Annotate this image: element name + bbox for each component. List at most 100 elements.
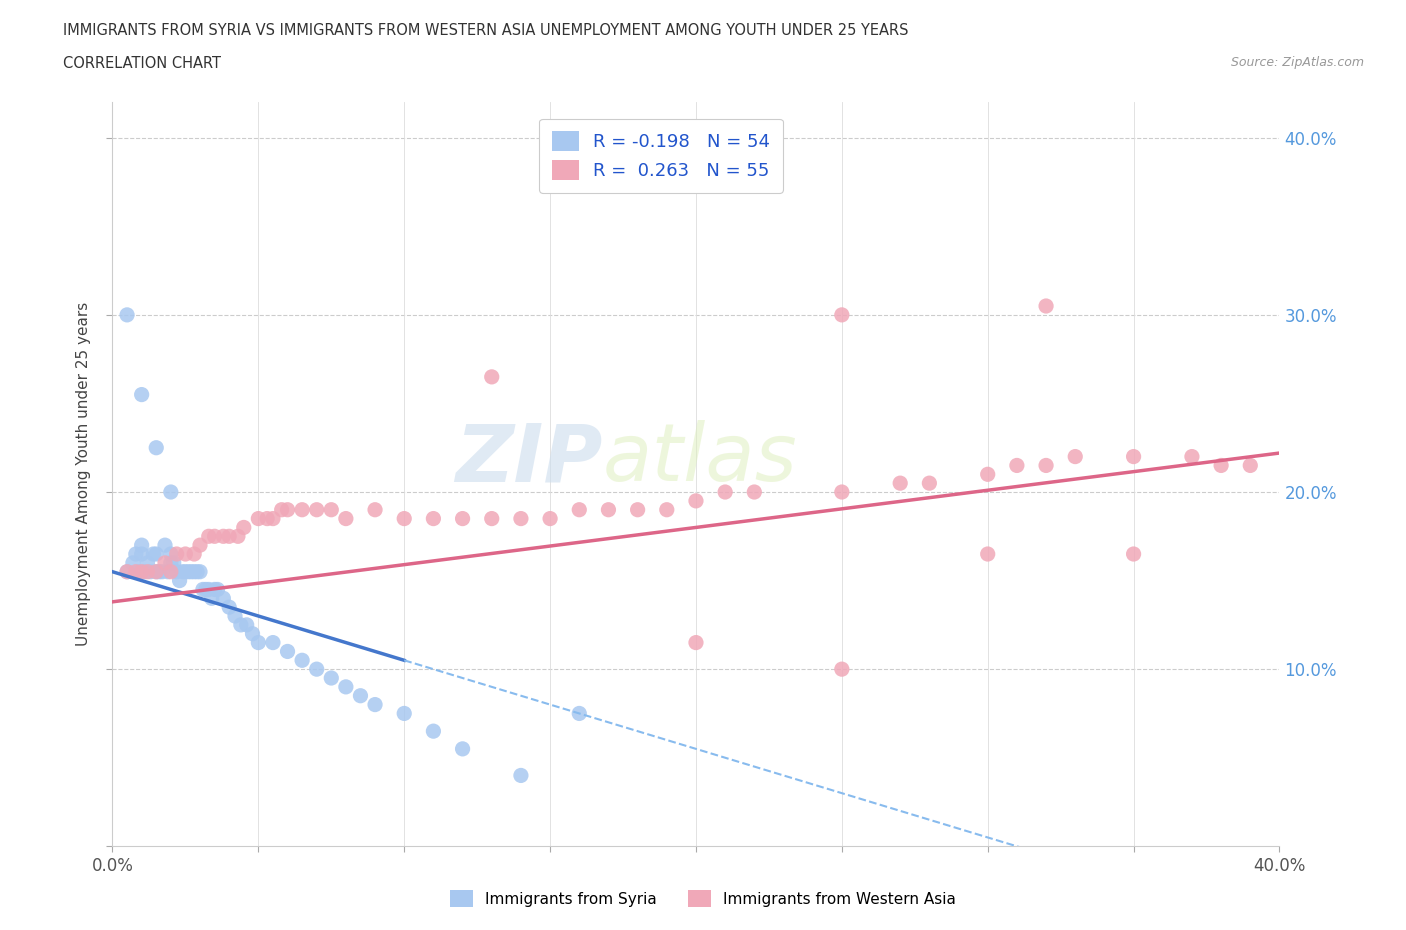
Point (1064, 449, 1087, 464)
Point (160, 555, 183, 570)
Point (247, 512, 270, 526)
Point (131, 387, 153, 402)
Text: IMMIGRANTS FROM SYRIA VS IMMIGRANTS FROM WESTERN ASIA UNEMPLOYMENT AMONG YOUTH U: IMMIGRANTS FROM SYRIA VS IMMIGRANTS FROM… (63, 23, 908, 38)
Point (131, 565, 153, 579)
Point (224, 608, 246, 623)
Point (174, 565, 197, 579)
Point (197, 582, 219, 597)
Point (174, 547, 197, 562)
Point (160, 565, 183, 579)
Point (218, 600, 240, 615)
Text: CORRELATION CHART: CORRELATION CHART (63, 56, 221, 71)
Point (335, 680, 357, 695)
Point (349, 688, 371, 703)
Point (142, 547, 165, 562)
Point (1005, 458, 1028, 472)
Point (226, 529, 249, 544)
Point (889, 476, 911, 491)
Point (145, 565, 167, 579)
Point (128, 565, 150, 579)
Point (125, 547, 148, 562)
Point (1239, 458, 1261, 472)
Point (1035, 458, 1057, 472)
Point (148, 565, 170, 579)
Point (364, 502, 387, 517)
Point (451, 741, 474, 756)
Point (568, 502, 591, 517)
Point (422, 724, 444, 738)
Point (394, 512, 416, 526)
Point (139, 565, 162, 579)
Point (186, 565, 208, 579)
Text: Source: ZipAtlas.com: Source: ZipAtlas.com (1230, 56, 1364, 69)
Point (218, 529, 240, 544)
Point (276, 502, 298, 517)
Point (481, 512, 503, 526)
Point (1181, 449, 1204, 464)
Point (831, 308, 853, 323)
Point (235, 618, 257, 632)
Point (212, 529, 235, 544)
Text: ZIP: ZIP (456, 420, 603, 498)
Point (229, 618, 252, 632)
Point (685, 494, 707, 509)
Point (1035, 299, 1057, 313)
Point (145, 547, 167, 562)
Point (685, 635, 707, 650)
Point (145, 440, 167, 455)
Point (166, 547, 188, 562)
Point (136, 555, 159, 570)
Point (1122, 449, 1144, 464)
Point (122, 555, 145, 570)
Point (115, 565, 138, 579)
Point (188, 565, 211, 579)
Point (169, 573, 191, 588)
Point (568, 706, 591, 721)
Point (115, 308, 138, 323)
Point (136, 565, 159, 579)
Point (191, 582, 214, 597)
Point (207, 582, 229, 597)
Point (422, 512, 444, 526)
Point (166, 565, 188, 579)
Point (976, 547, 998, 562)
Point (627, 502, 650, 517)
Y-axis label: Unemployment Among Youth under 25 years: Unemployment Among Youth under 25 years (76, 302, 91, 646)
Point (262, 635, 284, 650)
Point (194, 582, 217, 597)
Point (160, 547, 183, 562)
Point (232, 520, 254, 535)
Point (212, 591, 235, 605)
Point (204, 529, 226, 544)
Point (538, 512, 561, 526)
Point (270, 502, 292, 517)
Point (131, 547, 153, 562)
Point (509, 512, 531, 526)
Point (172, 565, 194, 579)
Point (976, 467, 998, 482)
Point (305, 662, 328, 677)
Point (247, 635, 270, 650)
Point (188, 538, 211, 552)
Point (509, 768, 531, 783)
Point (134, 565, 156, 579)
Legend: R = -0.198   N = 54, R =  0.263   N = 55: R = -0.198 N = 54, R = 0.263 N = 55 (538, 119, 783, 193)
Point (177, 565, 200, 579)
Point (256, 512, 278, 526)
Point (1209, 458, 1232, 472)
Point (156, 565, 179, 579)
Point (598, 502, 620, 517)
Point (163, 555, 186, 570)
Point (655, 502, 678, 517)
Point (364, 698, 387, 712)
Point (831, 662, 853, 677)
Point (145, 565, 167, 579)
Point (335, 512, 357, 526)
Point (394, 706, 416, 721)
Point (204, 582, 226, 597)
Point (160, 485, 183, 499)
Point (321, 502, 343, 517)
Point (276, 644, 298, 658)
Point (291, 502, 314, 517)
Point (481, 369, 503, 384)
